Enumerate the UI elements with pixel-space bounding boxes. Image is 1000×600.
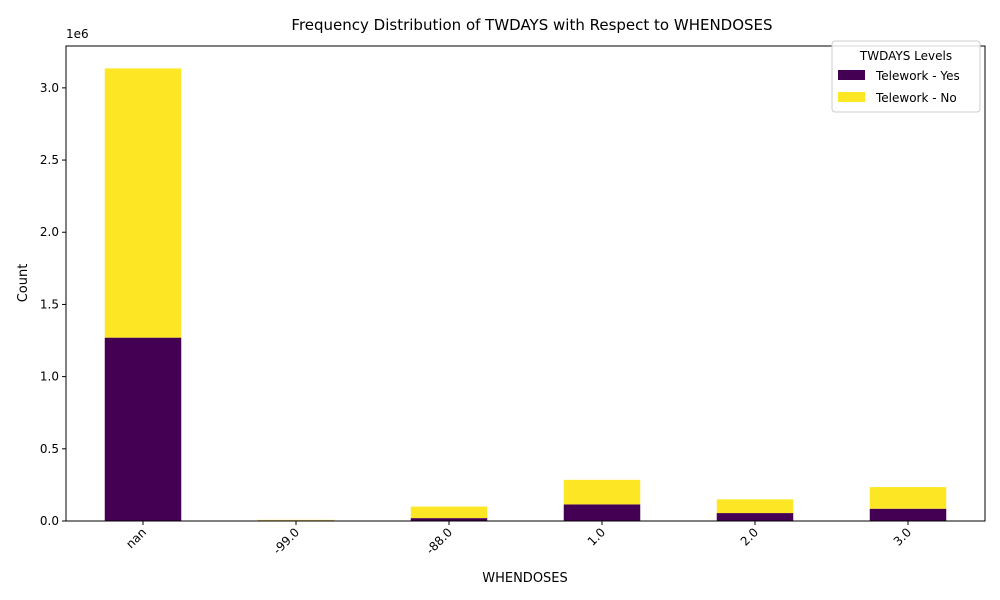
y-tick-label: 2.5 bbox=[40, 153, 59, 167]
y-axis: 0.0 0.5 1.0 1.5 2.0 2.5 3.0 bbox=[40, 81, 66, 528]
y-tick-label: 3.0 bbox=[40, 81, 59, 95]
x-axis: nan -99.0 -88.0 1.0 2.0 3.0 bbox=[123, 521, 914, 557]
plot-frame bbox=[65, 45, 986, 522]
bar-no-2 bbox=[410, 506, 488, 519]
x-axis-label: WHENDOSES bbox=[482, 571, 568, 586]
chart-title: Frequency Distribution of TWDAYS with Re… bbox=[291, 16, 772, 34]
bar-yes-0 bbox=[104, 337, 182, 521]
y-tick-label: 0.5 bbox=[40, 442, 59, 456]
x-tick-label: -88.0 bbox=[423, 525, 455, 557]
bar-no-3 bbox=[563, 479, 641, 505]
legend-label-no: Telework - No bbox=[875, 91, 957, 105]
legend-swatch-yes bbox=[838, 70, 865, 80]
bar-no-0 bbox=[104, 68, 182, 338]
bars-layer bbox=[104, 68, 947, 521]
x-tick-label: nan bbox=[123, 525, 149, 551]
x-tick-label: -99.0 bbox=[270, 525, 302, 557]
y-axis-label: Count bbox=[16, 264, 31, 303]
x-tick-label: 2.0 bbox=[738, 525, 761, 548]
bar-yes-3 bbox=[563, 504, 641, 521]
x-tick-label: 3.0 bbox=[891, 525, 914, 548]
bar-yes-2 bbox=[410, 518, 488, 521]
legend-title: TWDAYS Levels bbox=[859, 49, 952, 63]
y-tick-label: 2.0 bbox=[40, 225, 59, 239]
legend-box bbox=[831, 40, 981, 113]
bar-no-4 bbox=[716, 499, 794, 514]
bar-no-5 bbox=[869, 487, 947, 509]
legend-label-yes: Telework - Yes bbox=[875, 69, 960, 83]
x-tick-label: 1.0 bbox=[585, 525, 608, 548]
legend: TWDAYS Levels Telework - Yes Telework - … bbox=[831, 40, 981, 113]
legend-swatch-no bbox=[838, 92, 865, 102]
y-offset-label: 1e6 bbox=[66, 27, 89, 41]
bar-yes-5 bbox=[869, 508, 947, 521]
y-tick-label: 1.0 bbox=[40, 370, 59, 384]
bar-yes-4 bbox=[716, 513, 794, 521]
y-tick-label: 1.5 bbox=[40, 297, 59, 311]
y-tick-label: 0.0 bbox=[40, 514, 59, 528]
